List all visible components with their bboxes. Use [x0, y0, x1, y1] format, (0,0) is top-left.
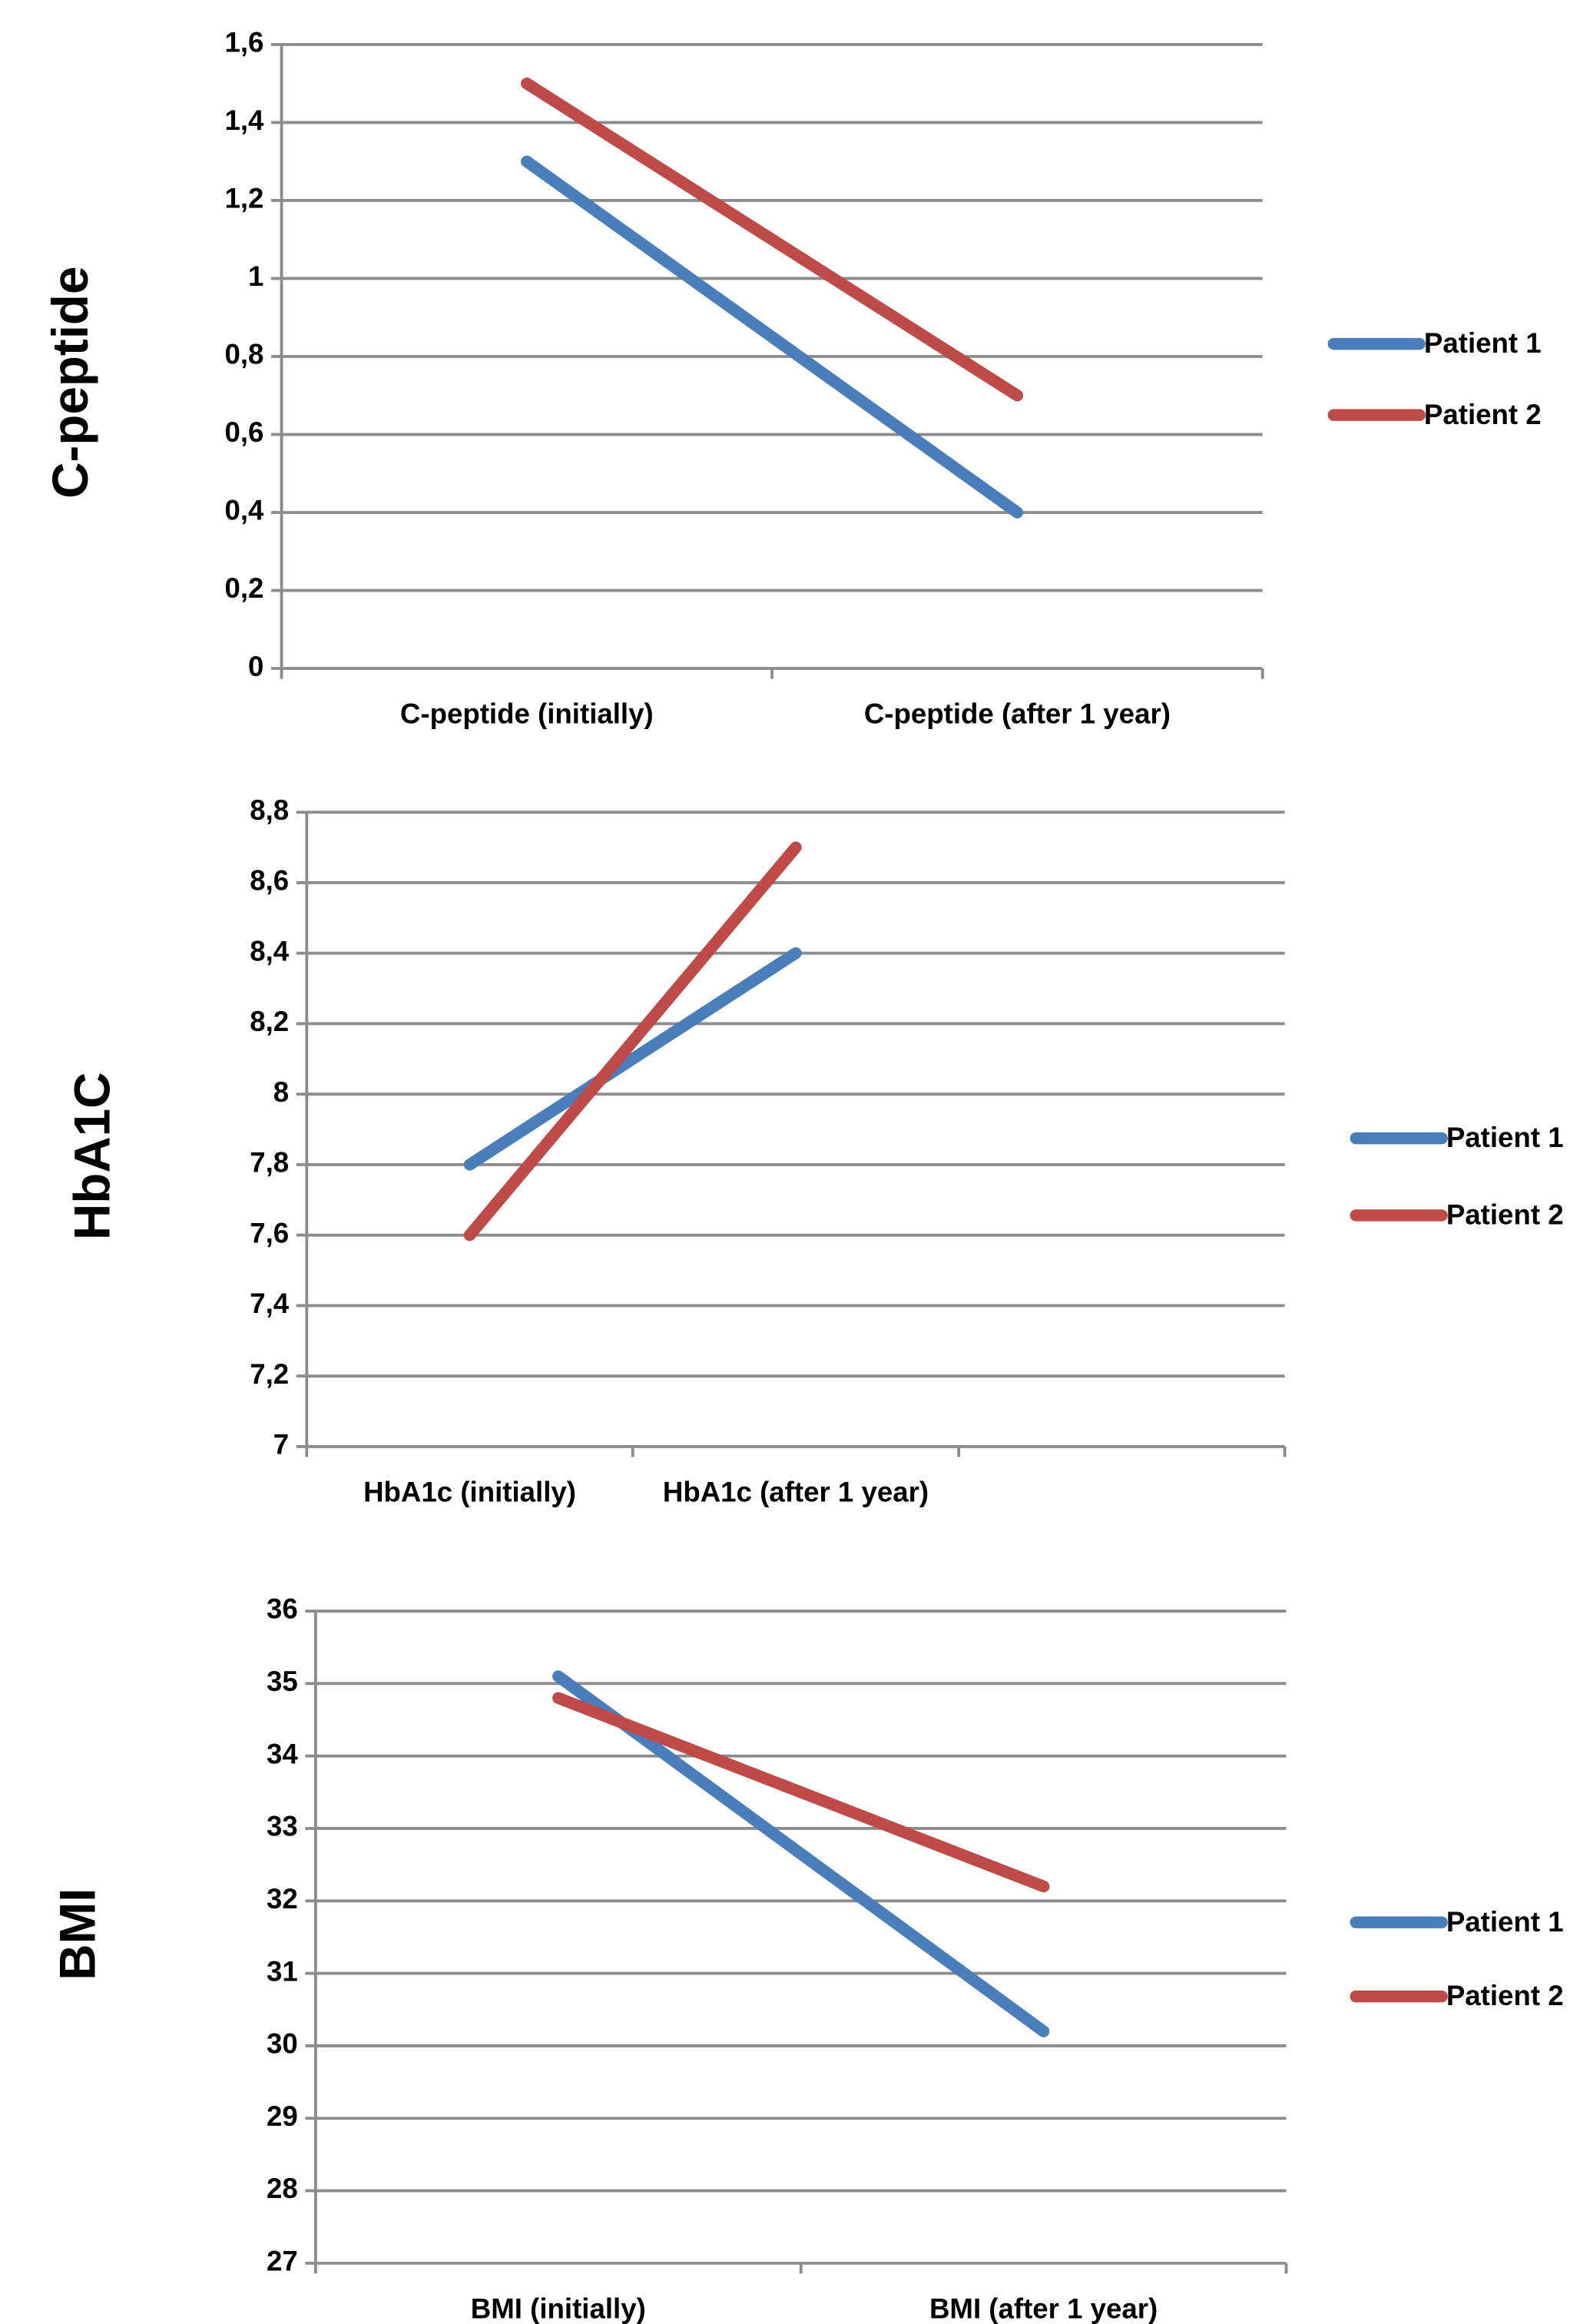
- y-tick-label: 1: [248, 260, 263, 292]
- legend-label: Patient 1: [1424, 327, 1542, 359]
- y-tick-label: 0,8: [224, 339, 263, 370]
- y-tick-label: 30: [267, 2028, 298, 2060]
- data-line: [463, 947, 802, 1171]
- data-line: [552, 1692, 1050, 1893]
- y-tick-label: 1,4: [224, 104, 264, 136]
- legend-label: Patient 2: [1424, 399, 1542, 430]
- legend-label: Patient 1: [1446, 1906, 1564, 1938]
- x-tick-label: BMI (initially): [471, 2293, 646, 2324]
- y-tick-label: 33: [267, 1811, 298, 1842]
- y-tick-label: 8,6: [250, 865, 289, 897]
- x-tick-label: HbA1c (after 1 year): [663, 1476, 929, 1507]
- y-tick-label: 36: [267, 1593, 298, 1625]
- y-axis-label: HbA1C: [65, 1072, 121, 1240]
- y-tick-label: 7,8: [250, 1147, 289, 1179]
- y-tick-label: 7,4: [250, 1288, 290, 1319]
- y-tick-label: 8: [273, 1076, 289, 1108]
- y-tick-label: 1,2: [224, 183, 263, 214]
- legend-label: Patient 2: [1446, 1199, 1564, 1231]
- y-tick-label: 29: [267, 2100, 298, 2132]
- y-tick-label: 27: [267, 2246, 298, 2277]
- data-line: [521, 155, 1024, 519]
- y-tick-label: 31: [267, 1955, 298, 1987]
- y-axis-label: BMI: [49, 1888, 105, 1980]
- y-tick-label: 8,4: [250, 935, 290, 966]
- data-line: [463, 841, 802, 1242]
- y-tick-label: 8,8: [250, 794, 289, 826]
- y-tick-label: 7,6: [250, 1217, 289, 1248]
- y-tick-label: 1,6: [224, 27, 263, 58]
- y-tick-label: 28: [267, 2173, 298, 2204]
- y-tick-label: 8,2: [250, 1006, 289, 1037]
- y-tick-label: 0,6: [224, 416, 263, 448]
- y-tick-label: 35: [267, 1666, 298, 1697]
- x-tick-label: C-peptide (initially): [400, 698, 654, 730]
- data-line: [521, 77, 1024, 402]
- legend-label: Patient 2: [1446, 1980, 1564, 2011]
- legend-label: Patient 1: [1446, 1122, 1564, 1153]
- y-tick-label: 7,2: [250, 1358, 289, 1390]
- x-tick-label: HbA1c (initially): [363, 1476, 576, 1507]
- y-tick-label: 7: [273, 1429, 289, 1460]
- y-tick-label: 0: [248, 651, 263, 682]
- x-tick-label: BMI (after 1 year): [929, 2293, 1158, 2324]
- y-tick-label: 32: [267, 1883, 298, 1915]
- y-tick-label: 0,4: [224, 495, 264, 526]
- y-tick-label: 0,2: [224, 572, 263, 604]
- y-axis-label: C-peptide: [42, 267, 98, 499]
- x-tick-label: C-peptide (after 1 year): [864, 698, 1171, 730]
- y-tick-label: 34: [267, 1738, 298, 1769]
